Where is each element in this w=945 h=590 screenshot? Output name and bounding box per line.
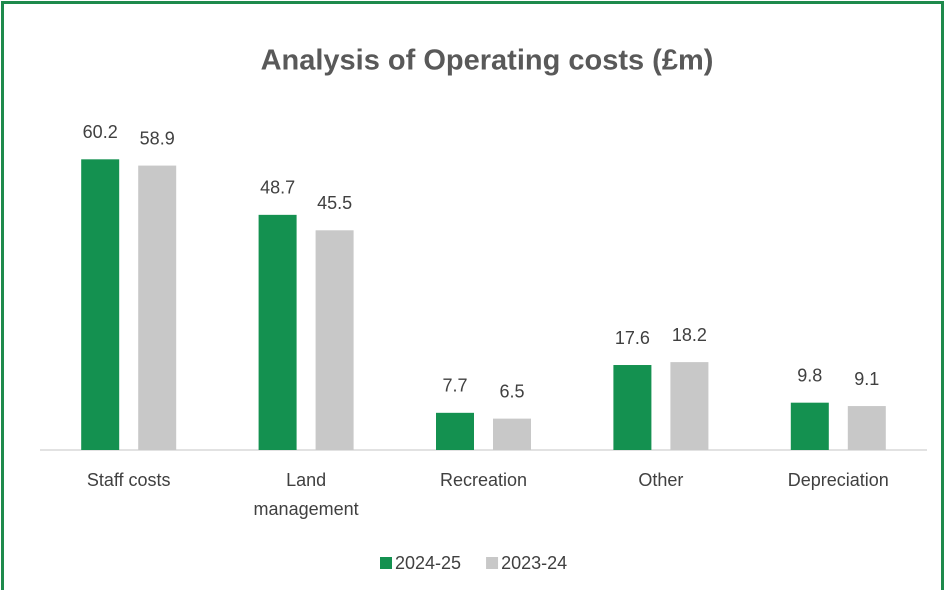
value-label: 45.5 xyxy=(317,193,352,213)
x-tick-label: Staff costs xyxy=(87,470,171,490)
bar xyxy=(847,406,886,450)
bar xyxy=(81,159,120,450)
value-label: 58.9 xyxy=(140,128,175,148)
chart-title: Analysis of Operating costs (£m) xyxy=(261,45,714,77)
bar xyxy=(790,402,829,450)
x-tick-label: Recreation xyxy=(440,470,527,490)
legend-label: 2024-25 xyxy=(395,553,461,573)
value-label: 7.7 xyxy=(442,376,467,396)
x-tick-label: Depreciation xyxy=(788,470,889,490)
value-label: 60.2 xyxy=(83,122,118,142)
value-label: 18.2 xyxy=(672,325,707,345)
legend-swatch xyxy=(380,557,392,569)
bar xyxy=(493,418,531,450)
bar xyxy=(670,362,709,450)
bar xyxy=(436,412,474,450)
x-tick-label: Other xyxy=(638,470,683,490)
value-label: 9.1 xyxy=(854,369,879,389)
legend-swatch xyxy=(486,557,499,569)
value-label: 48.7 xyxy=(260,178,295,198)
value-label: 6.5 xyxy=(499,381,524,401)
bar xyxy=(138,165,177,450)
bar xyxy=(258,214,297,450)
value-label: 17.6 xyxy=(615,328,650,348)
x-tick-label: Land management xyxy=(254,470,359,519)
bar xyxy=(315,230,354,450)
bar xyxy=(613,365,652,450)
legend-label: 2023-24 xyxy=(501,553,567,573)
value-label: 9.8 xyxy=(797,365,822,385)
